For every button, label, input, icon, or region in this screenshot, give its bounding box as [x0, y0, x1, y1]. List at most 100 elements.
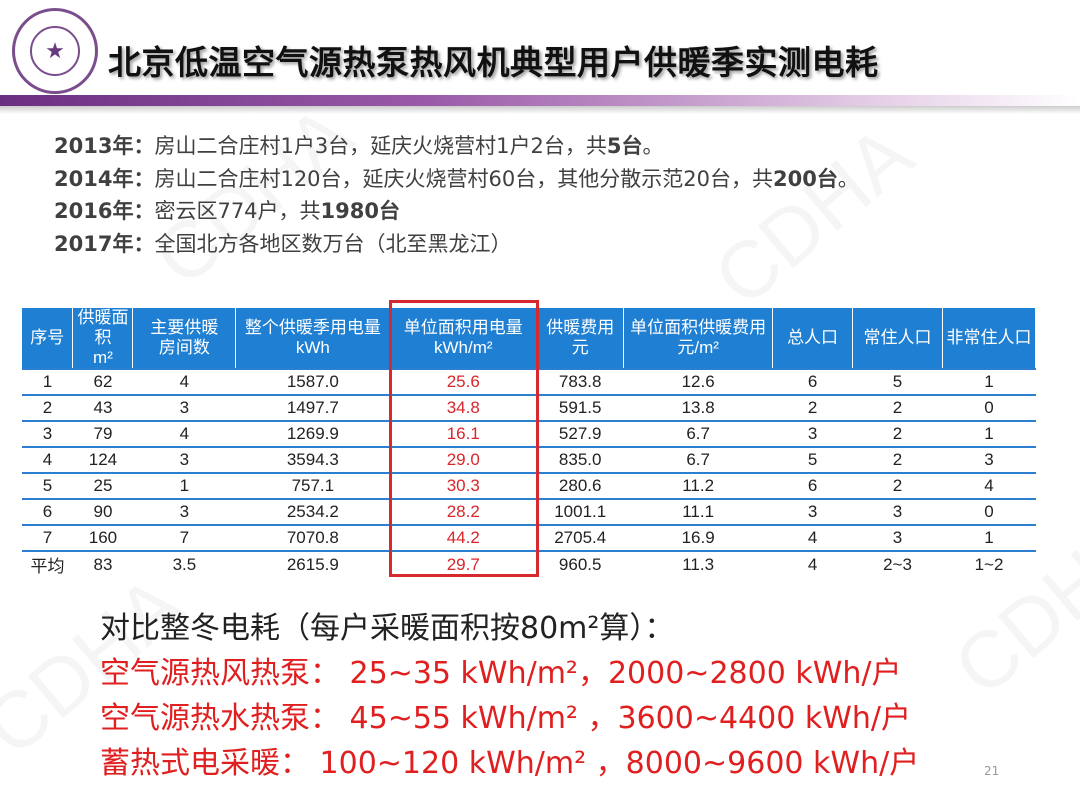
- table-cell: 3: [852, 524, 943, 551]
- table-row: 7 160 7 7070.8 44.2 2705.4 16.9 4 3 1: [22, 524, 1036, 551]
- history-list: 2013年：房山二合庄村1户3台，延庆火烧营村1户2台，共5台。 2014年：房山…: [54, 130, 859, 260]
- table-cell: 3: [132, 498, 236, 525]
- table-cell: 30.3: [389, 472, 537, 499]
- table-cell: 124: [72, 446, 133, 473]
- table-cell: 25.6: [389, 368, 537, 395]
- table-cell: 2615.9: [235, 550, 390, 577]
- header-text: 主要供暖: [150, 318, 219, 337]
- table-cell: 591.5: [536, 394, 624, 421]
- table-cell: 16.1: [389, 420, 537, 447]
- history-line: 2013年：房山二合庄村1户3台，延庆火烧营村1户2台，共5台。: [54, 130, 859, 163]
- table-cell: 43: [72, 394, 133, 421]
- table-cell: 11.3: [623, 550, 773, 577]
- history-bold: 5台: [606, 134, 643, 158]
- header-text: 供暖面积: [77, 308, 129, 347]
- table-cell: 1497.7: [235, 394, 390, 421]
- table-cell: 2~3: [852, 550, 943, 577]
- table-cell: 4: [132, 420, 236, 447]
- highlight-box: [389, 300, 539, 577]
- header-text: 房间数: [158, 338, 210, 357]
- page-title: 北京低温空气源热泵热风机典型用户供暖季实测电耗: [108, 43, 879, 82]
- header-text: 常住人口: [863, 328, 932, 347]
- table-cell: 2: [852, 446, 943, 473]
- table-cell: 3594.3: [235, 446, 390, 473]
- table-cell: 11.1: [623, 498, 773, 525]
- table-cell: 1: [942, 524, 1036, 551]
- column-header: 整个供暖季用电量 kWh: [235, 308, 391, 369]
- data-table: 序号 供暖面积 m² 主要供暖 房间数 整个供暖季用电量 kWh 单位面积用电量 kWh/m² 供…: [22, 308, 1036, 577]
- table-cell: 0: [942, 498, 1036, 525]
- column-header: 单位面积用电量 kWh/m²: [389, 308, 538, 369]
- table-cell: 13.8: [623, 394, 773, 421]
- table-cell: 5: [852, 368, 943, 395]
- column-header: 常住人口: [852, 308, 943, 369]
- history-text: 全国北方各地区数万台（北至黑龙江）: [154, 231, 512, 256]
- history-text: 房山二合庄村1户3台，延庆火烧营村1户2台，共: [154, 134, 607, 158]
- table-cell: 7070.8: [235, 524, 390, 551]
- column-header: 供暖费用元: [536, 308, 625, 369]
- history-text: 房山二合庄村120台，延庆火烧营村60台，其他分散示范20台，共: [154, 166, 773, 191]
- column-header: 序号: [22, 308, 74, 369]
- history-year: 2016年：: [54, 199, 155, 223]
- table-cell: 62: [72, 368, 133, 395]
- table-cell: 960.5: [536, 550, 624, 577]
- table-cell: 783.8: [536, 368, 624, 395]
- table-cell: 4: [132, 368, 236, 395]
- table-cell: 28.2: [389, 498, 537, 525]
- table-row: 平均 83 3.5 2615.9 29.7 960.5 11.3 4 2~3 1~2: [22, 550, 1036, 577]
- table-cell: 1: [942, 420, 1036, 447]
- header-text: 整个供暖季用电量: [244, 318, 381, 337]
- table-cell: 1~2: [942, 550, 1036, 577]
- table-cell: 3: [22, 420, 73, 447]
- table-cell: 2: [772, 394, 853, 421]
- table-cell: 3.5: [132, 550, 236, 577]
- table-cell: 6: [772, 472, 853, 499]
- table-cell: 29.0: [389, 446, 537, 473]
- university-logo: ★: [12, 8, 98, 94]
- header-text: m²: [93, 348, 113, 367]
- history-line: 2016年：密云区774户，共1980台: [54, 195, 859, 228]
- header-text: kWh: [295, 338, 330, 357]
- table-cell: 11.2: [623, 472, 773, 499]
- table-cell: 4: [772, 524, 853, 551]
- table-cell: 6.7: [623, 420, 773, 447]
- table-cell: 835.0: [536, 446, 624, 473]
- table-cell: 1587.0: [235, 368, 390, 395]
- history-year: 2013年：: [54, 134, 155, 158]
- table-cell: 3: [132, 394, 236, 421]
- column-header: 非常住人口: [942, 308, 1036, 369]
- history-year: 2014年：: [54, 166, 155, 191]
- header-text: 序号: [30, 328, 65, 347]
- table-row: 3 79 4 1269.9 16.1 527.9 6.7 3 2 1: [22, 420, 1036, 447]
- table-cell: 4: [22, 446, 73, 473]
- comparison-item: 蓄热式电采暖： 100~120 kWh/m² ，8000~9600 kWh/户: [100, 746, 920, 781]
- table-cell: 6: [22, 498, 73, 525]
- table-row: 5 25 1 757.1 30.3 280.6 11.2 6 2 4: [22, 472, 1036, 499]
- header-text: 单位面积供暖费用: [630, 318, 767, 337]
- table-cell: 5: [772, 446, 853, 473]
- comparison-heading: 对比整冬电耗（每户采暖面积按80m²算）：: [100, 611, 675, 646]
- column-header: 单位面积供暖费用 元/m²: [623, 308, 774, 369]
- table-cell: 3: [942, 446, 1036, 473]
- page-number: 21: [984, 764, 1000, 778]
- table-cell: 6.7: [623, 446, 773, 473]
- table-cell: 3: [772, 420, 853, 447]
- table-cell: 平均: [22, 550, 73, 577]
- table-row: 6 90 3 2534.2 28.2 1001.1 11.1 3 3 0: [22, 498, 1036, 525]
- table-cell: 29.7: [389, 550, 537, 577]
- table-cell: 2: [852, 472, 943, 499]
- column-header: 主要供暖 房间数: [132, 308, 237, 369]
- table-cell: 44.2: [389, 524, 537, 551]
- comparison-item: 空气源热风热泵： 25~35 kWh/m²，2000~2800 kWh/户: [100, 656, 902, 691]
- table-cell: 2: [852, 420, 943, 447]
- history-text: 密云区774户，共: [154, 199, 321, 223]
- history-tail: 。: [642, 134, 664, 158]
- table-cell: 12.6: [623, 368, 773, 395]
- header-text: 总人口: [787, 328, 839, 347]
- table-cell: 280.6: [536, 472, 624, 499]
- column-header: 供暖面积 m²: [72, 308, 134, 369]
- table-row: 2 43 3 1497.7 34.8 591.5 13.8 2 2 0: [22, 394, 1036, 421]
- table-cell: 1: [132, 472, 236, 499]
- table-cell: 25: [72, 472, 133, 499]
- table-cell: 79: [72, 420, 133, 447]
